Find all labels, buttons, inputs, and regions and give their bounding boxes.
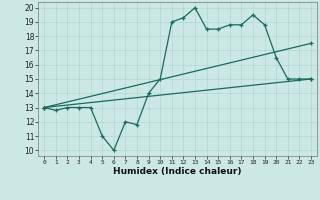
X-axis label: Humidex (Indice chaleur): Humidex (Indice chaleur) — [113, 167, 242, 176]
